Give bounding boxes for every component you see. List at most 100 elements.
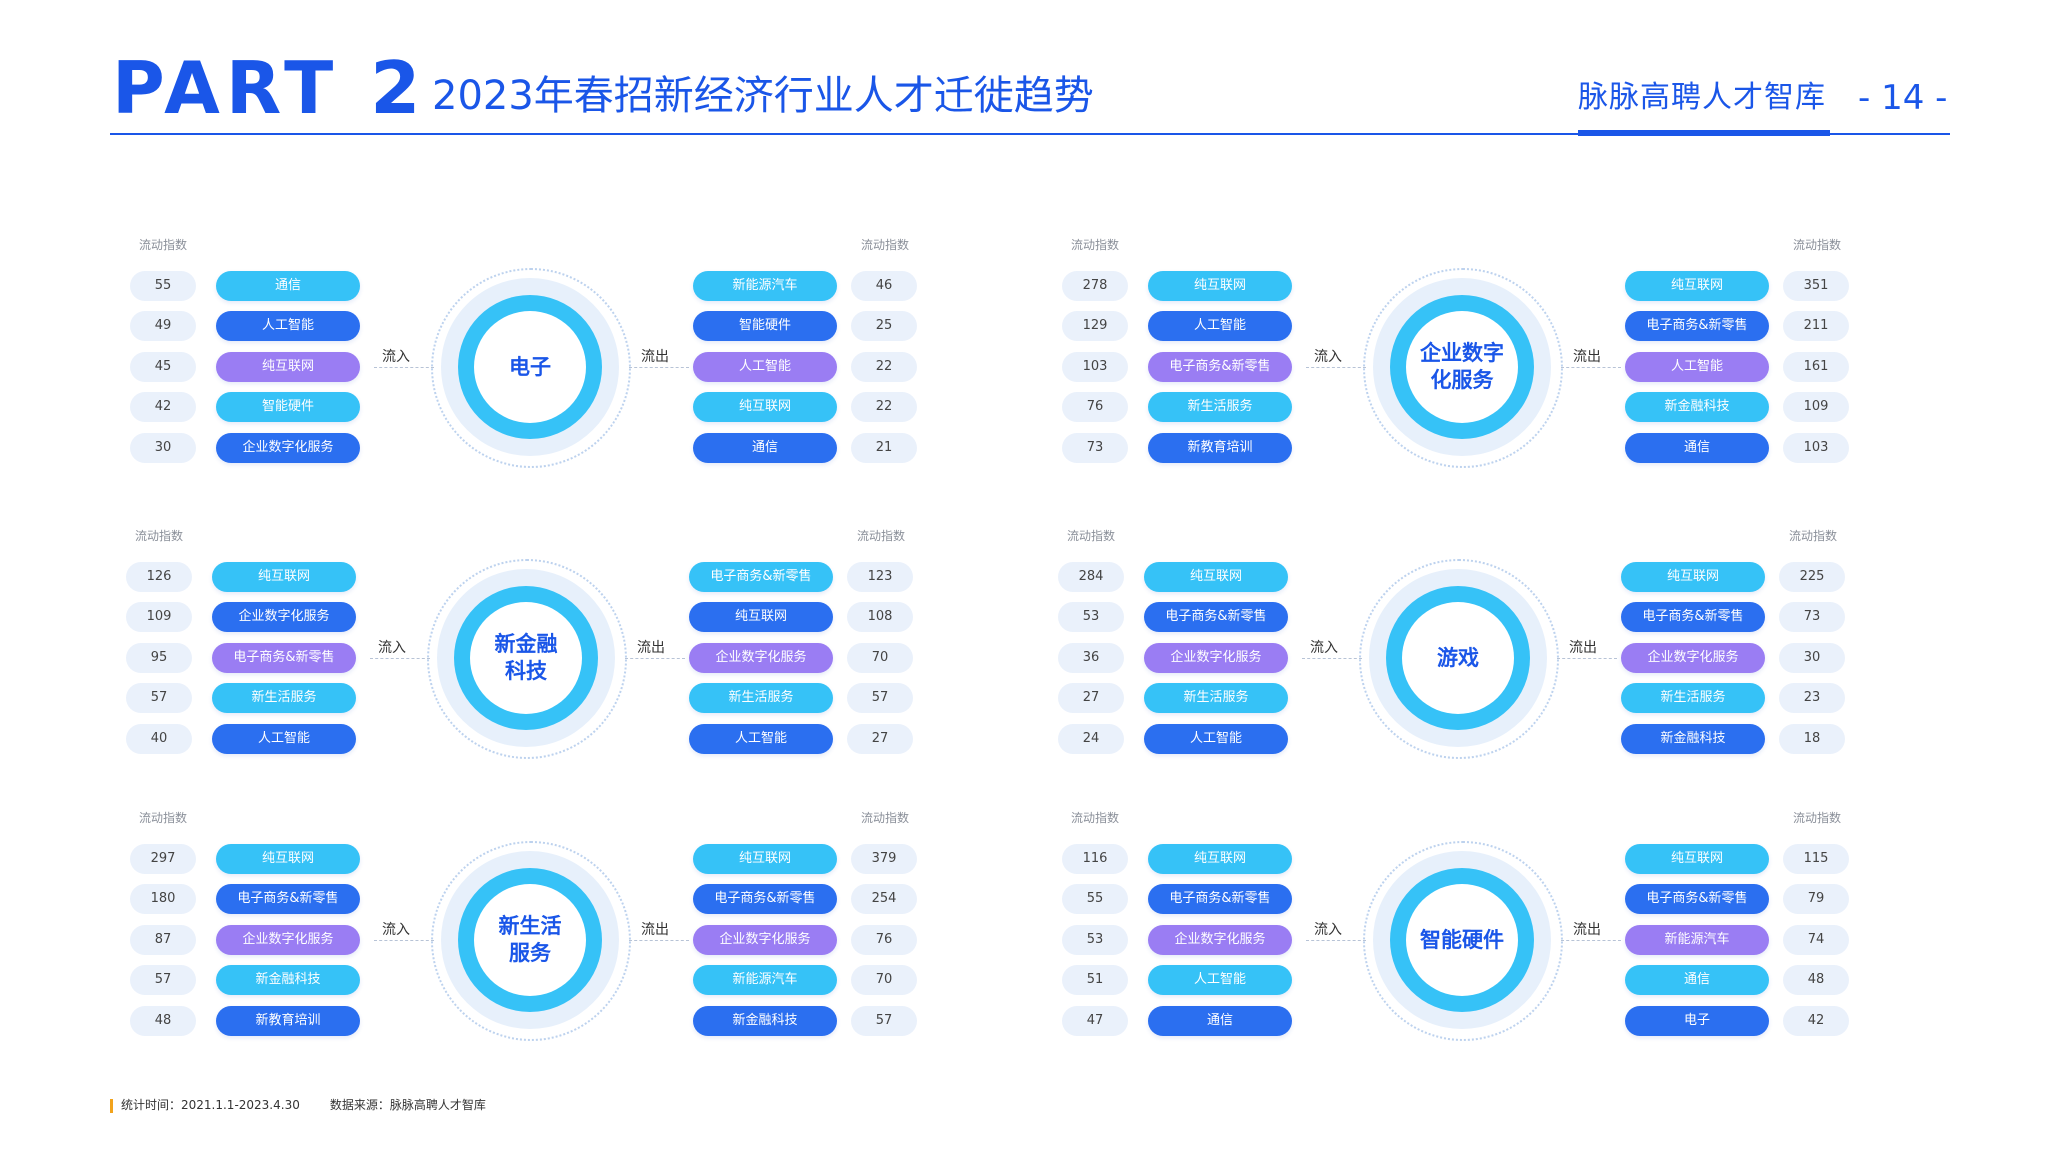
inflow-value: 53 [1058,602,1124,632]
inflow-label: 流入 [382,349,410,365]
hub-ring-inner [1406,311,1518,423]
inflow-industry: 新生活服务 [1148,392,1292,422]
inflow-value: 55 [130,271,196,301]
inflow-industry: 电子商务&新零售 [212,643,356,673]
hub-ring-outer [427,559,627,759]
inflow-industry: 纯互联网 [216,844,360,874]
outflow-value: 109 [1783,392,1849,422]
outflow-value: 115 [1783,844,1849,874]
hub-ring-outer [1363,841,1563,1041]
inflow-industry: 人工智能 [1148,311,1292,341]
inflow-value: 36 [1058,643,1124,673]
inflow-connector [370,658,430,659]
inflow-industry: 通信 [216,271,360,301]
outflow-industry: 人工智能 [693,352,837,382]
inflow-industry: 纯互联网 [216,352,360,382]
inflow-value: 24 [1058,724,1124,754]
outflow-connector [629,367,689,368]
outflow-industry: 纯互联网 [693,844,837,874]
hub-industry-name: 游戏 [1437,645,1479,670]
footer-period: 统计时间：2021.1.1-2023.4.30 [121,1098,300,1112]
inflow-value: 30 [130,433,196,463]
inflow-industry: 人工智能 [1148,965,1292,995]
brand-name: 脉脉高聘人才智库 [1578,80,1826,115]
hub-industry-name: 智能硬件 [1420,927,1504,952]
outflow-value: 225 [1779,562,1845,592]
outflow-value: 73 [1779,602,1845,632]
inflow-industry: 纯互联网 [1148,844,1292,874]
header-divider [110,133,1950,135]
outflow-value: 254 [851,884,917,914]
outflow-industry: 新能源汽车 [693,965,837,995]
inflow-value: 76 [1062,392,1128,422]
migration-panel: 流动指数 流动指数 278 纯互联网 纯互联网 351 129 人工智能 电子商务&新零售 211… [1062,236,1892,486]
inflow-industry: 电子商务&新零售 [1148,884,1292,914]
outflow-industry: 通信 [1625,433,1769,463]
inflow-connector [374,940,434,941]
industry-hub: 电子 [431,268,631,468]
inflow-connector [1302,658,1362,659]
migration-panel: 流动指数 流动指数 284 纯互联网 纯互联网 225 53 电子商务&新零售 电子商务&新零售… [1058,527,1888,777]
inflow-connector [1306,367,1366,368]
inflow-connector [1306,940,1366,941]
inflow-label: 流入 [378,640,406,656]
migration-panel: 流动指数 流动指数 297 纯互联网 纯互联网 379 180 电子商务&新零售 电子商务&新零… [130,809,960,1059]
inflow-value: 73 [1062,433,1128,463]
outflow-industry: 人工智能 [689,724,833,754]
outflow-industry: 智能硬件 [693,311,837,341]
outflow-value: 23 [1779,683,1845,713]
page-number: - 14 - [1858,78,1948,118]
hub-ring-outer [431,841,631,1041]
inflow-value: 103 [1062,352,1128,382]
inflow-index-header: 流动指数 [138,238,187,252]
inflow-value: 45 [130,352,196,382]
inflow-value: 278 [1062,271,1128,301]
outflow-industry: 人工智能 [1625,352,1769,382]
inflow-value: 109 [126,602,192,632]
outflow-value: 22 [851,352,917,382]
inflow-industry: 新教育培训 [1148,433,1292,463]
outflow-index-header: 流动指数 [1788,529,1837,543]
outflow-industry: 企业数字化服务 [693,925,837,955]
inflow-industry: 新生活服务 [1144,683,1288,713]
migration-panel: 流动指数 流动指数 126 纯互联网 电子商务&新零售 123 109 企业数字化服务 纯互联网… [126,527,956,777]
outflow-value: 351 [1783,271,1849,301]
inflow-industry: 纯互联网 [212,562,356,592]
page-title: 2023年春招新经济行业人才迁徙趋势 [432,73,1094,119]
industry-hub: 游戏 [1359,559,1559,759]
outflow-industry: 新能源汽车 [1625,925,1769,955]
inflow-value: 95 [126,643,192,673]
inflow-index-header: 流动指数 [134,529,183,543]
inflow-connector [374,367,434,368]
hub-ring-inner [1406,884,1518,996]
inflow-industry: 企业数字化服务 [216,925,360,955]
outflow-value: 57 [851,1006,917,1036]
outflow-value: 57 [847,683,913,713]
outflow-industry: 企业数字化服务 [689,643,833,673]
outflow-label: 流出 [641,922,669,938]
outflow-value: 70 [847,643,913,673]
outflow-industry: 纯互联网 [1625,271,1769,301]
outflow-industry: 通信 [1625,965,1769,995]
inflow-industry: 纯互联网 [1148,271,1292,301]
outflow-value: 108 [847,602,913,632]
migration-panel: 流动指数 流动指数 55 通信 新能源汽车 46 49 人工智能 智能硬件 25 45 纯互联网 人工智… [130,236,960,486]
inflow-industry: 电子商务&新零售 [216,884,360,914]
footer-source: 数据来源：脉脉高聘人才智库 [329,1098,486,1112]
inflow-value: 55 [1062,884,1128,914]
outflow-value: 161 [1783,352,1849,382]
outflow-industry: 通信 [693,433,837,463]
hub-ring-outer [431,268,631,468]
outflow-industry: 电子 [1625,1006,1769,1036]
outflow-industry: 新生活服务 [689,683,833,713]
inflow-value: 53 [1062,925,1128,955]
inflow-industry: 通信 [1148,1006,1292,1036]
inflow-label: 流入 [1314,922,1342,938]
outflow-value: 48 [1783,965,1849,995]
inflow-value: 49 [130,311,196,341]
outflow-label: 流出 [637,640,665,656]
inflow-value: 40 [126,724,192,754]
outflow-index-header: 流动指数 [856,529,905,543]
inflow-industry: 企业数字化服务 [1144,643,1288,673]
outflow-industry: 电子商务&新零售 [1625,884,1769,914]
